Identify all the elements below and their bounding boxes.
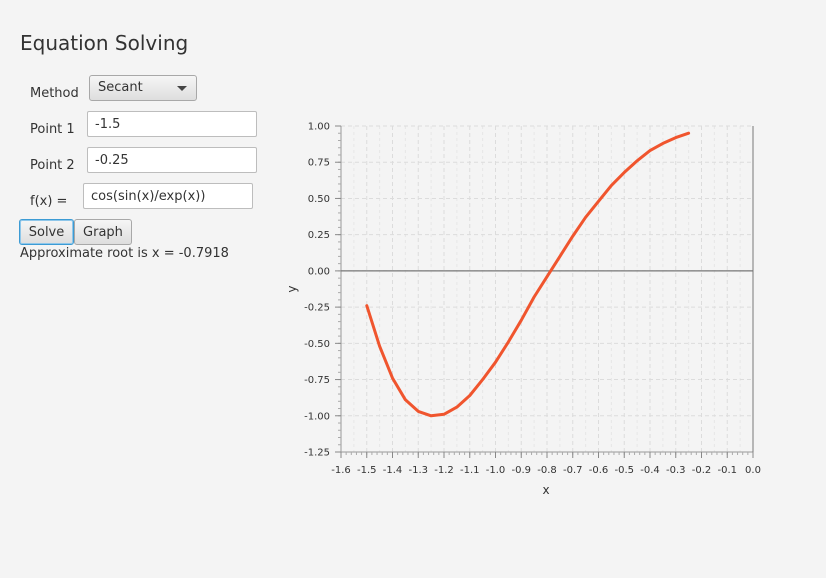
x-tick-label: -1.0 bbox=[486, 465, 506, 476]
y-tick-label: 0.00 bbox=[308, 266, 330, 277]
x-tick-label: -0.8 bbox=[537, 465, 557, 476]
x-tick-label: -1.4 bbox=[383, 465, 403, 476]
point1-input[interactable] bbox=[87, 111, 257, 137]
x-tick-label: -1.5 bbox=[357, 465, 377, 476]
y-tick-label: -1.25 bbox=[304, 448, 330, 459]
fx-label: f(x) = bbox=[30, 194, 68, 209]
point2-label: Point 2 bbox=[30, 158, 75, 173]
point2-input[interactable] bbox=[87, 147, 257, 173]
y-tick-label: -1.00 bbox=[304, 411, 330, 422]
y-tick-label: -0.75 bbox=[304, 375, 330, 386]
y-tick-label: 0.25 bbox=[308, 230, 330, 241]
x-tick-label: -1.6 bbox=[331, 465, 351, 476]
x-tick-label: -1.1 bbox=[460, 465, 480, 476]
x-tick-label: -0.3 bbox=[666, 465, 686, 476]
page-title: Equation Solving bbox=[20, 31, 189, 55]
y-tick-label: 0.75 bbox=[308, 158, 330, 169]
y-tick-label: -0.50 bbox=[304, 339, 330, 350]
y-tick-label: 0.50 bbox=[308, 194, 330, 205]
chevron-down-icon bbox=[177, 86, 187, 91]
solve-button[interactable]: Solve bbox=[19, 219, 74, 245]
method-label: Method bbox=[30, 86, 79, 101]
x-tick-label: -0.1 bbox=[717, 465, 737, 476]
y-axis-label: y bbox=[285, 285, 299, 292]
y-tick-label: -0.25 bbox=[304, 303, 330, 314]
graph-button[interactable]: Graph bbox=[74, 219, 132, 245]
method-select[interactable]: Secant bbox=[89, 75, 197, 101]
method-selected-value: Secant bbox=[98, 80, 143, 95]
x-axis-label: x bbox=[542, 483, 549, 497]
x-tick-label: -1.3 bbox=[408, 465, 428, 476]
x-tick-label: 0.0 bbox=[745, 465, 761, 476]
function-input[interactable] bbox=[83, 183, 253, 209]
x-tick-label: -0.4 bbox=[640, 465, 660, 476]
y-tick-label: 1.00 bbox=[308, 122, 330, 133]
result-text: Approximate root is x = -0.7918 bbox=[20, 246, 229, 261]
x-tick-label: -0.5 bbox=[614, 465, 634, 476]
x-tick-label: -0.6 bbox=[589, 465, 609, 476]
x-tick-label: -0.2 bbox=[692, 465, 712, 476]
x-tick-label: -1.2 bbox=[434, 465, 454, 476]
point1-label: Point 1 bbox=[30, 122, 75, 137]
series-line bbox=[365, 131, 691, 418]
x-tick-label: -0.7 bbox=[563, 465, 583, 476]
x-tick-label: -0.9 bbox=[511, 465, 531, 476]
